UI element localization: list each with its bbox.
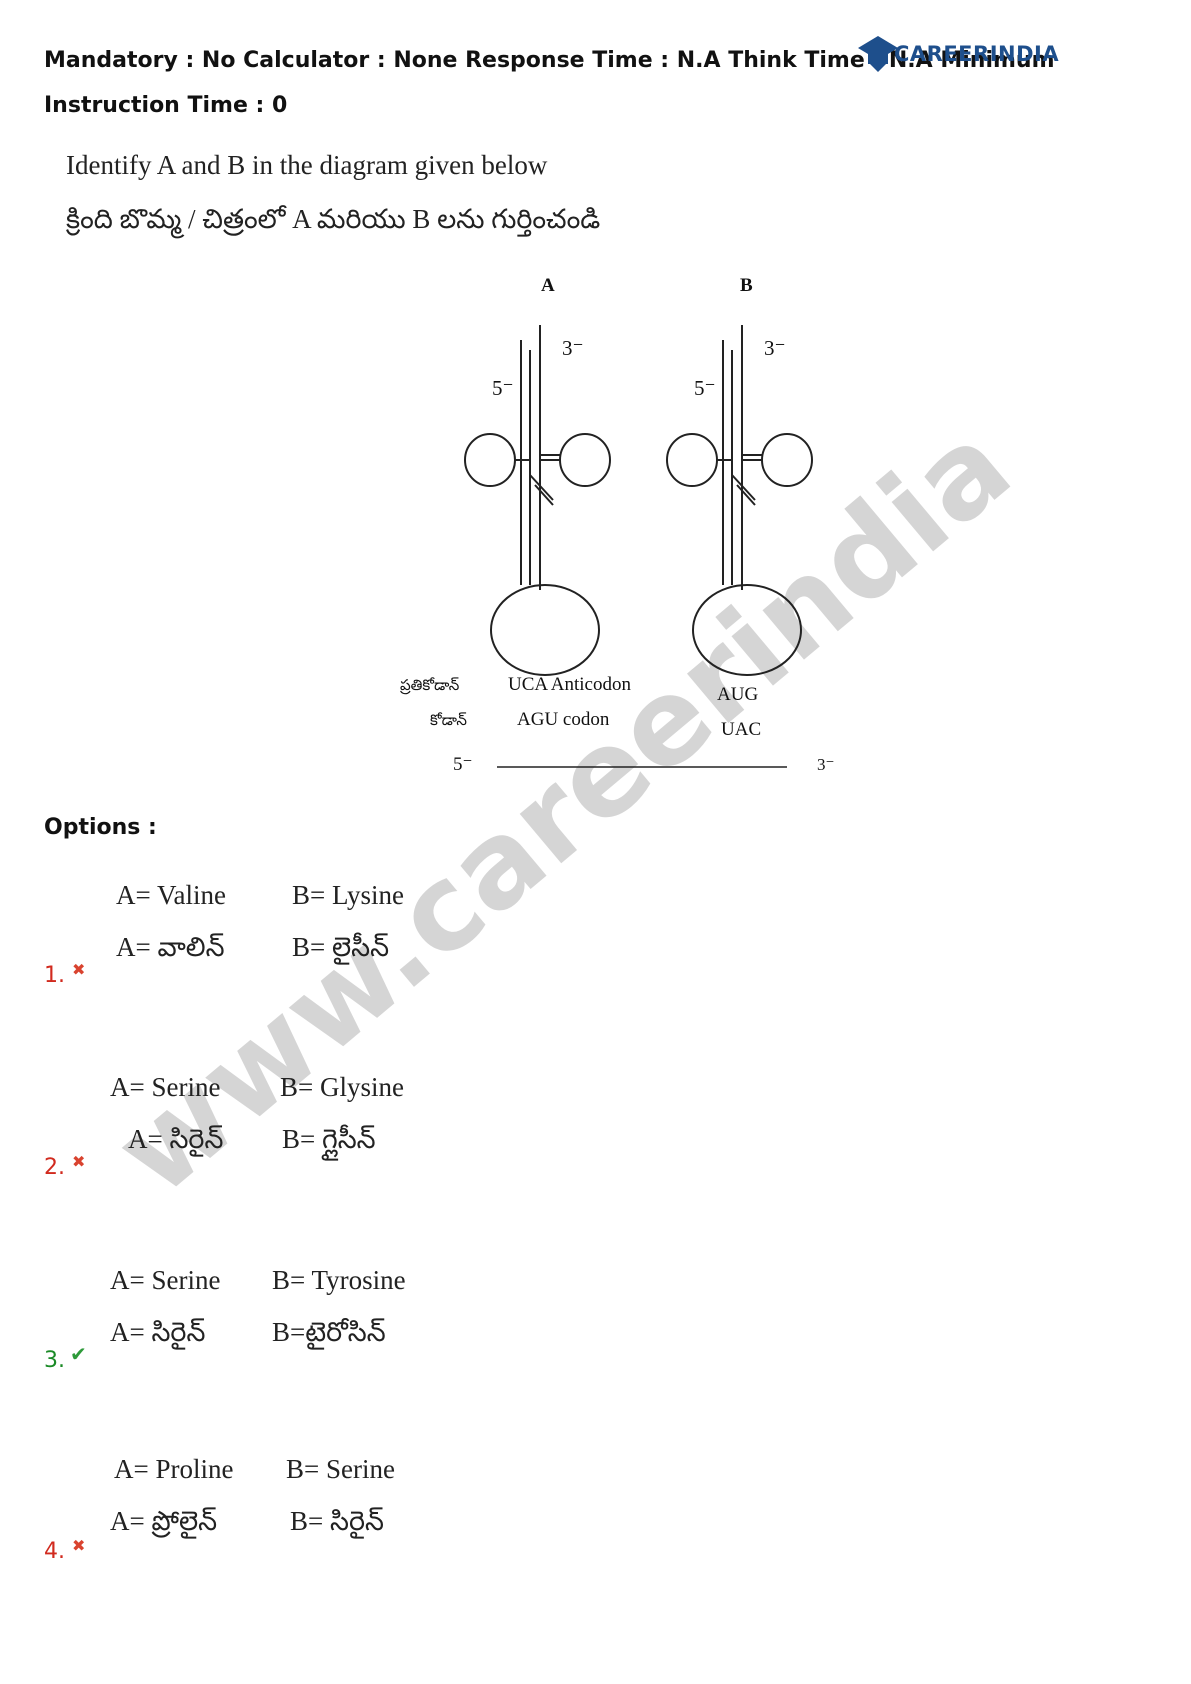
option-3[interactable]: 3. ✔ A= Serine B= Tyrosine A= సిరైన్ B=ట…	[44, 1255, 544, 1405]
check-icon: ✔	[70, 1342, 87, 1366]
question-telugu: క్రింది బొమ్మ / చిత్రంలో A మరియు B లను గ…	[66, 204, 601, 234]
label-a: A	[541, 275, 555, 296]
wrong-icon: ✖	[72, 1152, 86, 1171]
axis-five-prime: 5⁻	[453, 754, 473, 775]
option-b-telugu: B= లైసీన్	[292, 932, 390, 962]
option-number: 1.	[44, 963, 65, 988]
question-english: Identify A and B in the diagram given be…	[66, 150, 548, 180]
axis-three-prime: 3⁻	[817, 755, 834, 774]
option-1[interactable]: 1. ✖ A= Valine B= Lysine A= వాలిన్ B= లై…	[44, 870, 544, 1020]
option-a-telugu: A= సిరైన్	[128, 1124, 224, 1154]
logo-text: CAREERINDIA	[894, 42, 1060, 66]
option-a-english: A= Valine	[116, 880, 226, 910]
question-text: Identify A and B in the diagram given be…	[66, 138, 600, 246]
b-anticodon: AUG	[717, 684, 758, 705]
option-b-english: B= Serine	[286, 1454, 395, 1484]
a-three-prime: 3⁻	[562, 336, 584, 360]
trna-diagram: A B 5⁻ 3⁻ 5⁻ 3⁻ ప్రతికోడాన	[400, 275, 835, 775]
graduation-cap-icon	[858, 36, 898, 72]
option-2[interactable]: 2. ✖ A= Serine B= Glysine A= సిరైన్ B= గ…	[44, 1062, 544, 1212]
careerindia-logo: CAREERINDIA	[858, 34, 1059, 74]
option-b-english: B= Tyrosine	[272, 1265, 406, 1295]
a-codon: AGU codon	[517, 709, 610, 730]
option-a-english: A= Serine	[110, 1072, 221, 1102]
option-a-telugu: A= సిరైన్	[110, 1317, 206, 1347]
option-a-telugu: A= ప్రోలైన్	[110, 1506, 218, 1536]
codon-telugu-label: కోడాన్	[430, 712, 467, 729]
trna-b: 5⁻ 3⁻	[666, 325, 813, 676]
option-a-english: A= Proline	[114, 1454, 234, 1484]
b-three-prime: 3⁻	[764, 336, 786, 360]
wrong-icon: ✖	[72, 960, 86, 979]
option-b-english: B= Lysine	[292, 880, 404, 910]
b-codon: UAC	[721, 719, 761, 740]
trna-a: 5⁻ 3⁻	[464, 325, 611, 676]
option-4[interactable]: 4. ✖ A= Proline B= Serine A= ప్రోలైన్ B=…	[44, 1444, 544, 1594]
option-number: 2.	[44, 1155, 65, 1180]
a-anticodon: UCA Anticodon	[508, 674, 631, 695]
option-a-english: A= Serine	[110, 1265, 221, 1295]
option-b-english: B= Glysine	[280, 1072, 404, 1102]
wrong-icon: ✖	[72, 1536, 86, 1555]
option-number: 4.	[44, 1539, 65, 1564]
label-b: B	[740, 275, 753, 296]
a-five-prime: 5⁻	[492, 376, 514, 400]
options-label: Options :	[44, 815, 157, 840]
option-b-telugu: B= సిరైన్	[290, 1506, 384, 1536]
option-b-telugu: B= గ్లైసీన్	[282, 1124, 376, 1154]
anticodon-telugu-label: ప్రతికోడాన్	[400, 677, 460, 695]
b-five-prime: 5⁻	[694, 376, 716, 400]
option-b-telugu: B=టైరోసిన్	[272, 1317, 386, 1347]
option-a-telugu: A= వాలిన్	[116, 932, 225, 962]
option-number: 3.	[44, 1348, 65, 1373]
